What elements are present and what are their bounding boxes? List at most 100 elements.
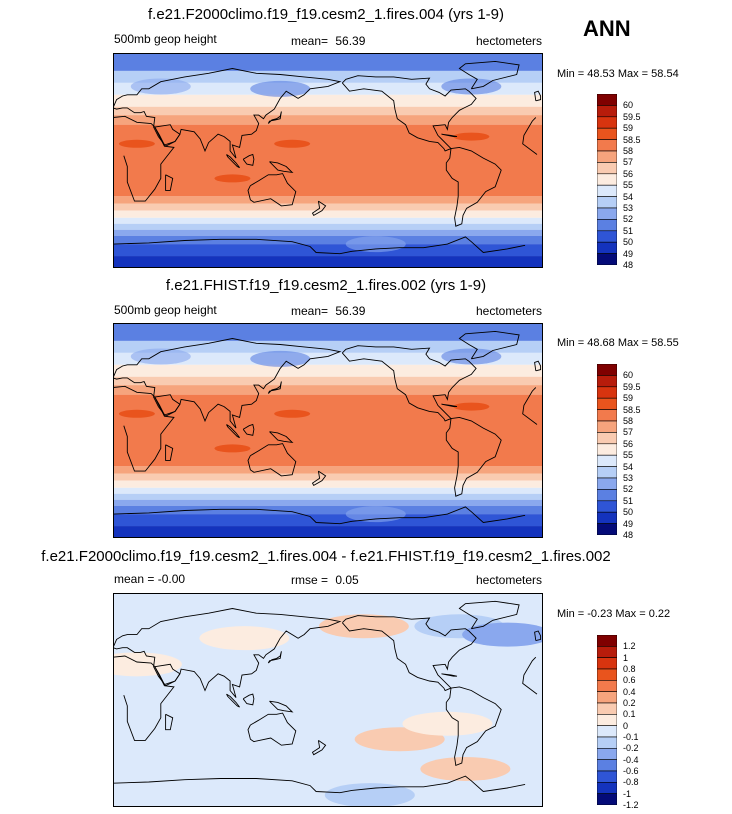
colorbar-swatch-6 bbox=[597, 432, 617, 445]
wave-feature-2 bbox=[130, 78, 191, 95]
coastline-15 bbox=[441, 133, 458, 138]
colorbar-tick-label: 1.2 bbox=[623, 641, 636, 652]
colorbar-swatch-10 bbox=[597, 207, 617, 220]
colorbar-swatch-12 bbox=[597, 500, 617, 513]
colorbar-swatch-14 bbox=[597, 523, 617, 535]
panel-3-title: f.e21.F2000climo.f19_f19.cesm2_1.fires.0… bbox=[41, 548, 611, 565]
colorbar-tick-label: 59 bbox=[623, 393, 634, 404]
colorbar-swatch-11 bbox=[597, 489, 617, 502]
colorbar-tick-label: 49 bbox=[623, 248, 634, 259]
wave-feature-3 bbox=[345, 236, 406, 253]
panel-2-minmax: Min = 48.68 Max = 58.55 bbox=[557, 337, 679, 349]
lat-band-9 bbox=[113, 480, 543, 488]
lat-band-5 bbox=[113, 385, 543, 395]
panel-2-title: f.e21.FHIST.f19_f19.cesm2_1.fires.002 (y… bbox=[165, 277, 487, 294]
panel-2-map bbox=[113, 323, 543, 538]
colorbar-tick-label: -0.1 bbox=[623, 732, 639, 742]
colorbar-swatch-3 bbox=[597, 127, 617, 140]
panel-1-map bbox=[113, 53, 543, 268]
panel-1-colorbar bbox=[597, 94, 617, 265]
coastline-12 bbox=[165, 444, 174, 461]
panel-3-rmse-text: rmse = bbox=[291, 573, 329, 587]
colorbar-swatch-6 bbox=[597, 162, 617, 175]
colorbar-swatch-14 bbox=[597, 793, 617, 805]
lat-band-0 bbox=[113, 53, 543, 71]
colorbar-swatch-5 bbox=[597, 420, 617, 433]
subtropical-high-3 bbox=[214, 174, 251, 183]
wave-feature-1 bbox=[441, 348, 502, 365]
lat-band-13 bbox=[113, 235, 543, 245]
lat-band-2 bbox=[113, 352, 543, 365]
colorbar-tick-label: 58 bbox=[623, 146, 634, 156]
diff-anomaly-5 bbox=[420, 756, 511, 781]
lat-band-7 bbox=[113, 466, 543, 474]
coastline-14 bbox=[534, 630, 542, 642]
coastline-9 bbox=[242, 423, 255, 436]
lat-band-8 bbox=[113, 473, 543, 481]
coastline-11 bbox=[269, 161, 294, 174]
colorbar-swatch-9 bbox=[597, 466, 617, 479]
colorbar-swatch-13 bbox=[597, 511, 617, 524]
map-frame bbox=[113, 593, 543, 807]
wave-feature-3 bbox=[345, 506, 406, 523]
colorbar-tick-label: 58.5 bbox=[623, 134, 641, 145]
coastline-4 bbox=[341, 345, 477, 422]
panel-1-mean-text: mean= bbox=[291, 34, 329, 48]
panel-2-mean-text: mean= bbox=[291, 304, 329, 318]
diff-anomaly-1 bbox=[199, 626, 290, 651]
colorbar-tick-label: -0.8 bbox=[623, 777, 639, 788]
colorbar-tick-label: 0.2 bbox=[623, 698, 636, 708]
coastline-2 bbox=[154, 663, 181, 686]
coastline-5 bbox=[458, 330, 520, 360]
coastline-2 bbox=[154, 394, 181, 416]
panel-2-field-label: 500mb geop height bbox=[114, 303, 217, 317]
coastline-4 bbox=[341, 75, 477, 152]
panel-1-field-label: 500mb geop height bbox=[114, 32, 217, 46]
colorbar-swatch-8 bbox=[597, 725, 617, 738]
subtropical-high-3 bbox=[214, 444, 251, 453]
panel-3-units: hectometers bbox=[476, 573, 543, 587]
panel-3-colorbar-labels: 1.2 1 0.8 0.6 0.4 0.2 0.1 0 -0.1 -0.2 -0.4 -0.6 -0.8… bbox=[623, 635, 663, 810]
lat-band-7 bbox=[113, 196, 543, 204]
colorbar-swatch-4 bbox=[597, 409, 617, 422]
panel-2-colorbar-labels: 60 59.5 59 58.5 58 57 56 55 54 53 52 51 50 49 48 bbox=[623, 364, 663, 540]
coastline-3 bbox=[247, 712, 297, 746]
coastline-3 bbox=[247, 173, 297, 207]
colorbar-swatch-3 bbox=[597, 668, 617, 681]
coastline-9 bbox=[242, 693, 255, 706]
lat-band-9 bbox=[113, 210, 543, 218]
panel-3-map bbox=[113, 593, 543, 807]
colorbar-tick-label: 52 bbox=[623, 214, 634, 225]
colorbar-swatch-1 bbox=[597, 646, 617, 658]
coastline-7 bbox=[113, 506, 526, 525]
colorbar-tick-label: -1 bbox=[623, 788, 632, 799]
colorbar-swatch-8 bbox=[597, 184, 617, 197]
colorbar-tick-label: 59 bbox=[623, 123, 634, 134]
panel-2-mean-value: 56.39 bbox=[335, 304, 366, 318]
colorbar-tick-label: 53 bbox=[623, 203, 634, 213]
colorbar-swatch-0 bbox=[597, 635, 617, 647]
colorbar-tick-label: 51 bbox=[623, 225, 634, 236]
colorbar-tick-label: -0.2 bbox=[623, 743, 639, 754]
colorbar-swatch-2 bbox=[597, 386, 617, 399]
lat-band-3 bbox=[113, 364, 543, 377]
diff-anomaly-7 bbox=[402, 711, 493, 736]
colorbar-swatch-5 bbox=[597, 691, 617, 704]
coastline-14 bbox=[534, 90, 542, 102]
coastline-8 bbox=[267, 651, 282, 664]
colorbar-tick-label: 60 bbox=[623, 370, 634, 381]
coastline-13 bbox=[311, 740, 327, 756]
panel-3-colorbar bbox=[597, 635, 617, 805]
colorbar-swatch-11 bbox=[597, 759, 617, 772]
colorbar-swatch-5 bbox=[597, 150, 617, 163]
colorbar-swatch-1 bbox=[597, 105, 617, 118]
colorbar-swatch-2 bbox=[597, 657, 617, 670]
diff-anomaly-core-3 bbox=[487, 628, 528, 641]
panel-2-units: hectometers bbox=[476, 304, 543, 318]
lat-band-1 bbox=[113, 70, 543, 83]
colorbar-swatch-4 bbox=[597, 680, 617, 692]
colorbar-swatch-3 bbox=[597, 397, 617, 410]
lat-band-1 bbox=[113, 340, 543, 353]
colorbar-swatch-8 bbox=[597, 454, 617, 467]
panel-1-mean-label: mean= 56.39 bbox=[291, 34, 365, 48]
